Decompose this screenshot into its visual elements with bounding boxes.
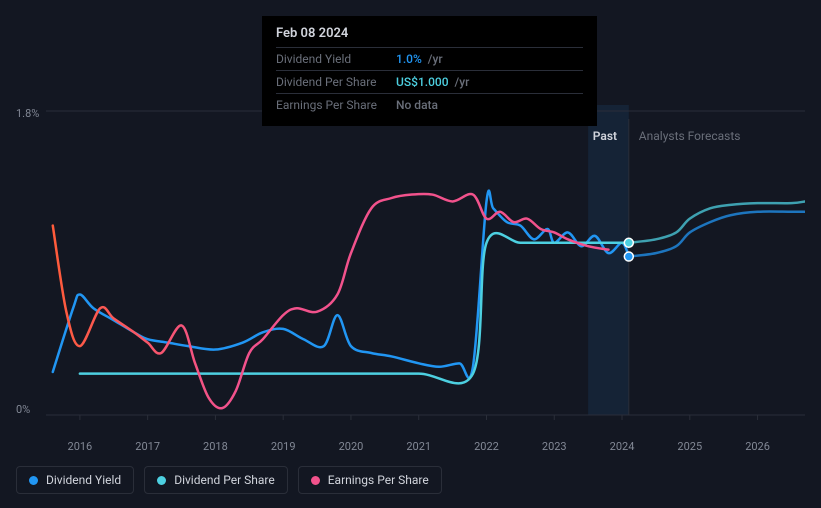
legend-dot-icon: [311, 476, 320, 485]
tooltip-metric-label: Dividend Yield: [276, 52, 396, 66]
chart-container: 1.8% 0% Past Analysts Forecasts: [16, 105, 805, 438]
legend-label: Dividend Per Share: [174, 473, 275, 487]
x-axis-tick-label: 2020: [339, 440, 364, 453]
legend-dot-icon: [29, 476, 38, 485]
legend-item[interactable]: Dividend Yield: [16, 466, 134, 494]
tooltip-row: Earnings Per ShareNo data: [276, 93, 583, 116]
x-axis-tick-label: 2017: [135, 440, 160, 453]
x-axis-tick-label: 2024: [610, 440, 635, 453]
tooltip-date: Feb 08 2024: [276, 26, 583, 41]
x-axis-tick-label: 2019: [271, 440, 296, 453]
x-axis-tick-label: 2022: [474, 440, 499, 453]
tooltip-row: Dividend Per ShareUS$1.000 /yr: [276, 70, 583, 93]
legend-item[interactable]: Earnings Per Share: [298, 466, 442, 494]
tooltip-metric-label: Dividend Per Share: [276, 75, 396, 89]
x-axis-labels: 2016 2017 2018 2019 2020 2021 2022 2023 2024 2025…: [16, 440, 805, 456]
forecast-section-label: Analysts Forecasts: [639, 129, 741, 143]
legend-label: Dividend Yield: [46, 473, 121, 487]
legend-label: Earnings Per Share: [328, 473, 429, 487]
past-section-label: Past: [593, 129, 617, 143]
x-axis-tick-label: 2018: [203, 440, 228, 453]
x-axis-tick-label: 2026: [745, 440, 770, 453]
chart-legend: Dividend Yield Dividend Per Share Earnings…: [16, 466, 442, 494]
legend-dot-icon: [157, 476, 166, 485]
x-axis-tick-label: 2023: [542, 440, 567, 453]
x-axis-tick-label: 2021: [406, 440, 431, 453]
x-axis-tick-label: 2025: [677, 440, 702, 453]
legend-item[interactable]: Dividend Per Share: [144, 466, 288, 494]
tooltip-metric-value: No data: [396, 98, 438, 112]
chart-plot[interactable]: [16, 105, 805, 438]
chart-tooltip: Feb 08 2024 Dividend Yield1.0% /yrDivide…: [262, 16, 597, 126]
tooltip-metric-label: Earnings Per Share: [276, 98, 396, 112]
x-axis-tick-label: 2016: [68, 440, 93, 453]
tooltip-metric-value: US$1.000 /yr: [396, 75, 469, 89]
tooltip-metric-value: 1.0% /yr: [396, 52, 443, 66]
tooltip-row: Dividend Yield1.0% /yr: [276, 47, 583, 70]
